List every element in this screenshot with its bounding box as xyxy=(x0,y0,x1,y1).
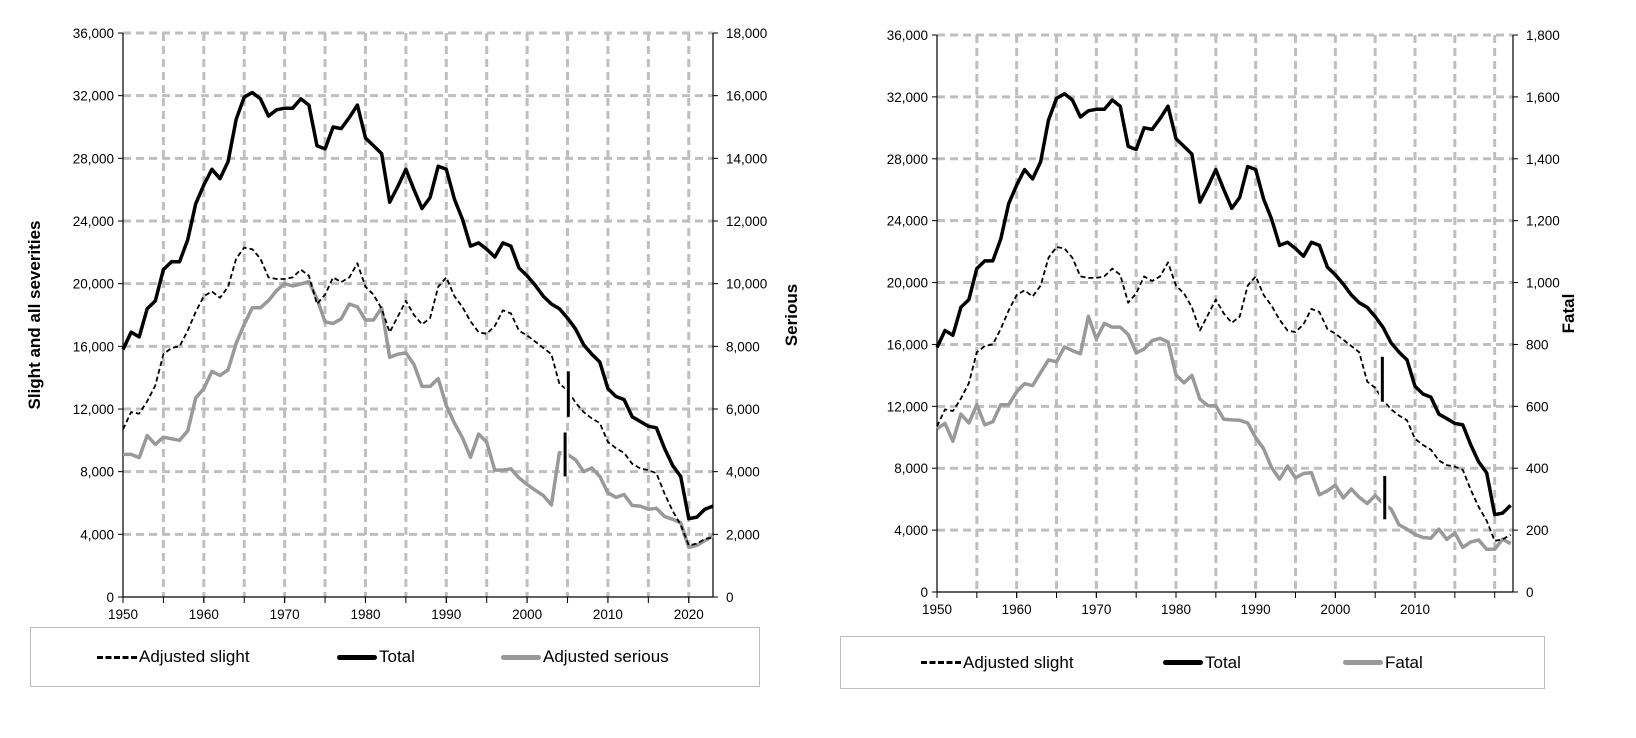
x-tick-label: 1970 xyxy=(270,607,300,622)
x-tick-label: 2020 xyxy=(674,607,704,622)
series-line-total xyxy=(121,90,714,521)
y-right-axis-title: Serious xyxy=(782,284,801,346)
x-tick-label: 1990 xyxy=(1241,602,1271,617)
y-tick-label: 4,000 xyxy=(894,523,928,538)
legend-swatch-dashed xyxy=(97,655,137,659)
y-tick-label: 28,000 xyxy=(887,152,928,167)
legend-item-adjusted-slight: Adjusted slight xyxy=(921,653,1074,673)
y-tick-label: 12,000 xyxy=(887,399,928,414)
y-right-tick-label: 8,000 xyxy=(726,339,760,354)
x-tick-label: 1980 xyxy=(350,607,380,622)
y-tick-label: 36,000 xyxy=(887,28,928,43)
y-right-tick-label: 6,000 xyxy=(726,402,760,417)
legend-swatch-dashed xyxy=(921,661,961,664)
x-tick-label: 2010 xyxy=(1400,602,1430,617)
y-tick-label: 16,000 xyxy=(73,339,114,354)
legend-label: Adjusted slight xyxy=(963,652,1074,672)
y-right-tick-label: 400 xyxy=(1526,461,1549,476)
y-right-tick-label: 12,000 xyxy=(726,214,767,229)
legend-left: Adjusted slight Total Adjusted serious xyxy=(30,627,760,687)
chart-0: 0 4,000 8,000 12,000 16,000 20,000 24,000 28,00… xyxy=(25,26,801,622)
series-line-total xyxy=(935,92,1512,517)
x-tick-label: 1990 xyxy=(431,607,461,622)
y-right-tick-label: 1,400 xyxy=(1526,152,1560,167)
x-tick-label: 1970 xyxy=(1081,602,1111,617)
legend-right: Adjusted slight Total Fatal xyxy=(840,636,1545,689)
y-tick-label: 16,000 xyxy=(887,337,928,352)
legend-swatch-black xyxy=(1163,660,1203,665)
y-tick-label: 0 xyxy=(106,590,114,605)
x-tick-label: 2000 xyxy=(512,607,542,622)
legend-label: Adjusted slight xyxy=(139,647,250,666)
legend-label: Total xyxy=(379,647,415,666)
y-right-tick-label: 1,000 xyxy=(1526,276,1560,291)
y-right-tick-label: 0 xyxy=(1526,585,1534,600)
y-right-tick-label: 4,000 xyxy=(726,465,760,480)
legend-label: Adjusted serious xyxy=(543,647,669,666)
y-right-tick-label: 800 xyxy=(1526,337,1549,352)
y-tick-label: 0 xyxy=(920,585,928,600)
series-line-adjusted-serious xyxy=(123,279,714,550)
legend-item-fatal: Fatal xyxy=(1343,653,1423,673)
y-tick-label: 24,000 xyxy=(887,214,928,229)
y-right-tick-label: 2,000 xyxy=(726,527,760,542)
y-tick-label: 32,000 xyxy=(73,89,114,104)
x-tick-label: 2000 xyxy=(1320,602,1350,617)
y-tick-label: 28,000 xyxy=(73,151,114,166)
y-tick-label: 24,000 xyxy=(73,214,114,229)
y-tick-label: 20,000 xyxy=(887,276,928,291)
legend-swatch-gray xyxy=(501,654,541,660)
y-right-tick-label: 1,800 xyxy=(1526,28,1560,43)
x-tick-label: 1960 xyxy=(1002,602,1032,617)
y-tick-label: 8,000 xyxy=(80,465,114,480)
y-tick-label: 32,000 xyxy=(887,90,928,105)
y-tick-label: 36,000 xyxy=(73,26,114,41)
chart-1: 0 4,000 8,000 12,000 16,000 20,000 24,000 28,00… xyxy=(887,28,1578,617)
legend-label: Fatal xyxy=(1385,652,1423,672)
x-tick-label: 2010 xyxy=(593,607,623,622)
legend-item-adjusted-serious: Adjusted serious xyxy=(501,647,669,667)
legend-label: Total xyxy=(1205,652,1241,672)
y-right-tick-label: 600 xyxy=(1526,399,1549,414)
x-tick-label: 1950 xyxy=(108,607,138,622)
legend-item-total: Total xyxy=(1163,653,1241,673)
legend-swatch-gray xyxy=(1343,660,1383,665)
y-right-tick-label: 0 xyxy=(726,590,734,605)
y-tick-label: 4,000 xyxy=(80,527,114,542)
x-tick-label: 1980 xyxy=(1161,602,1191,617)
legend-item-total: Total xyxy=(337,647,415,667)
series-line-fatal xyxy=(936,314,1512,552)
legend-swatch-black xyxy=(337,654,377,660)
y-tick-label: 8,000 xyxy=(894,461,928,476)
y-right-tick-label: 200 xyxy=(1526,523,1549,538)
y-right-tick-label: 1,200 xyxy=(1526,214,1560,229)
y-right-tick-label: 1,600 xyxy=(1526,90,1560,105)
legend-item-adjusted-slight: Adjusted slight xyxy=(97,647,250,667)
y-axis-title: Slight and all severities xyxy=(25,221,44,410)
y-tick-label: 12,000 xyxy=(73,402,114,417)
y-right-tick-label: 10,000 xyxy=(726,277,767,292)
y-right-tick-label: 14,000 xyxy=(726,151,767,166)
y-right-tick-label: 18,000 xyxy=(726,26,767,41)
y-tick-label: 20,000 xyxy=(73,277,114,292)
x-tick-label: 1950 xyxy=(922,602,952,617)
y-right-axis-title: Fatal xyxy=(1559,294,1578,334)
series-line-adjusted-slight xyxy=(122,246,714,547)
y-right-tick-label: 16,000 xyxy=(726,89,767,104)
x-tick-label: 1960 xyxy=(189,607,219,622)
